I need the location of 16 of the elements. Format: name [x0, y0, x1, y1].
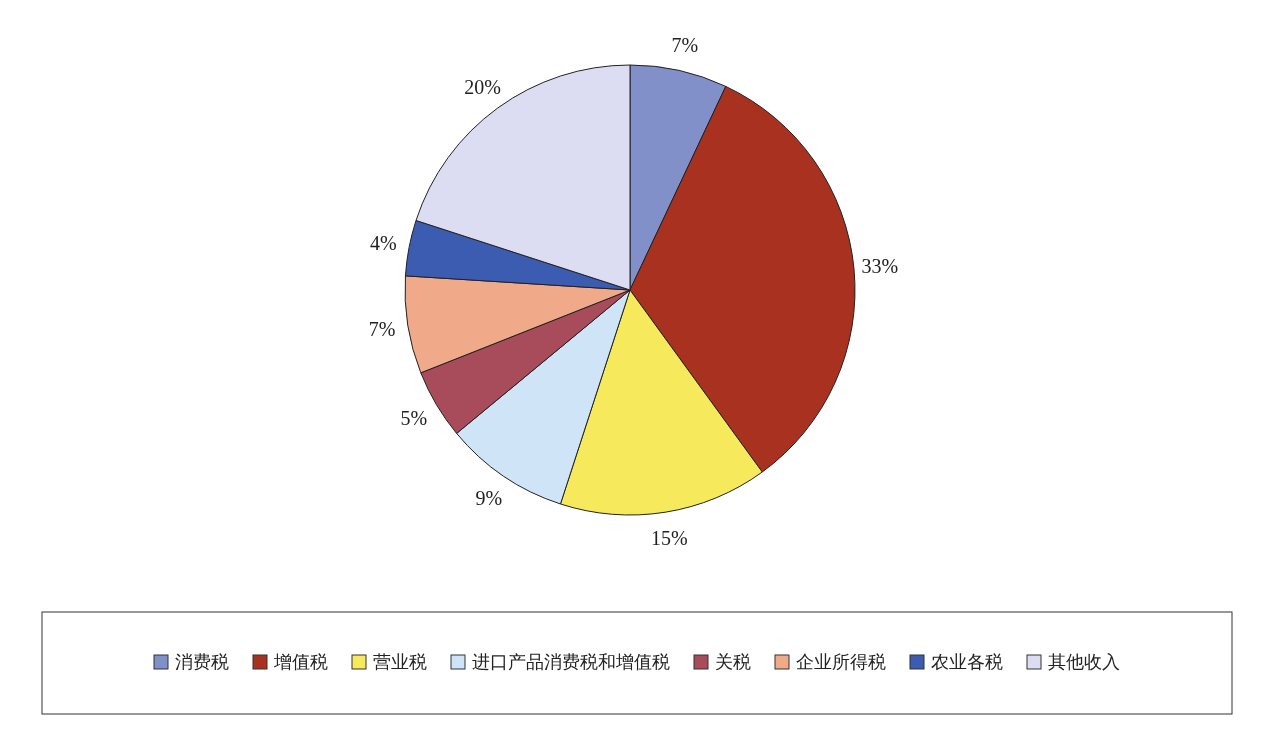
- data-label: 33%: [861, 255, 899, 278]
- legend-label: 增值税: [273, 651, 328, 672]
- data-label: 7%: [671, 34, 699, 57]
- data-label: 9%: [475, 486, 503, 509]
- legend-label: 进口产品消费税和增值税: [472, 651, 670, 672]
- legend-label: 其他收入: [1048, 651, 1120, 672]
- legend-label: 关税: [715, 651, 751, 672]
- legend-label: 营业税: [373, 651, 427, 672]
- legend-label: 消费税: [175, 651, 229, 672]
- data-label: 7%: [368, 318, 396, 341]
- legend-label: 农业各税: [931, 651, 1003, 672]
- data-label: 20%: [464, 75, 501, 98]
- data-label: 15%: [650, 526, 688, 549]
- legend-label: 企业所得税: [796, 651, 886, 672]
- data-label: 5%: [400, 406, 428, 429]
- data-label: 4%: [370, 231, 397, 254]
